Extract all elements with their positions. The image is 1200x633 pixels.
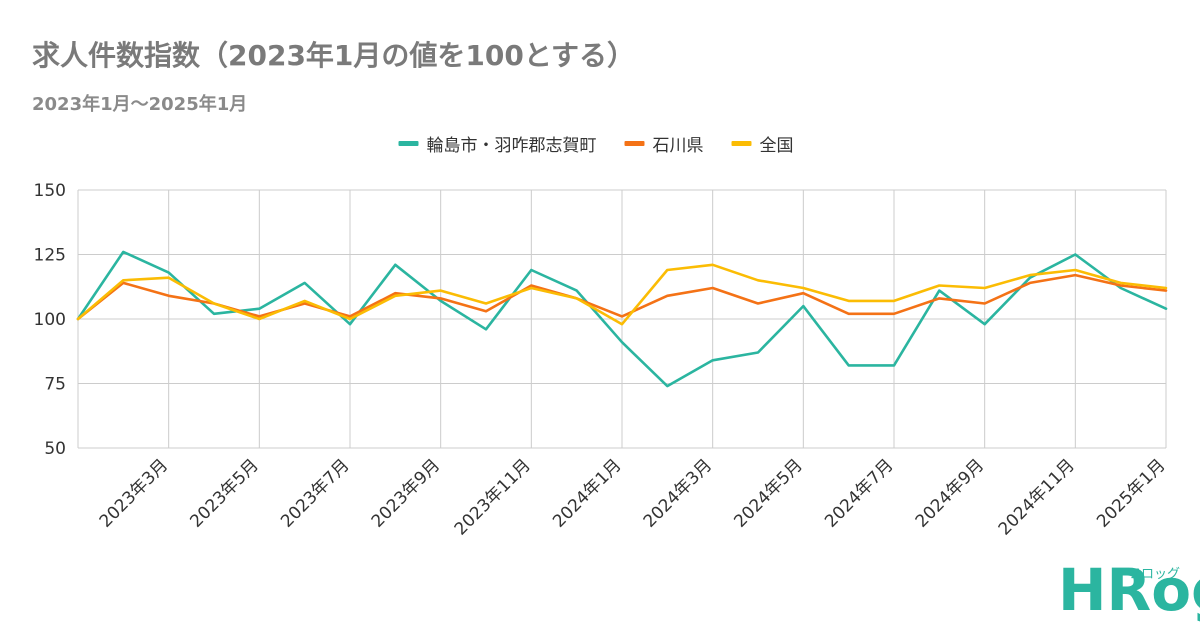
x-tick-label: 2025年1月 (1093, 455, 1169, 531)
x-tick-label: 2024年3月 (640, 455, 716, 531)
x-tick-label: 2024年5月 (730, 455, 806, 531)
x-tick-label: 2024年9月 (912, 455, 988, 531)
logo-subtext: フロッグ (1128, 567, 1180, 582)
series-line (76, 263, 1168, 326)
series-line (76, 273, 1168, 321)
x-tick-label: 2023年3月 (96, 455, 172, 531)
legend-swatch (398, 141, 419, 146)
chart-subtitle: 2023年1月〜2025年1月 (32, 94, 248, 115)
y-tick-label: 75 (44, 375, 66, 395)
x-tick-label: 2024年7月 (821, 455, 897, 531)
legend-swatch (731, 141, 752, 146)
legend: 輪島市・羽咋郡志賀町 石川県 全国 (398, 136, 794, 156)
y-tick-label: 100 (34, 310, 66, 330)
legend-label: 全国 (760, 136, 794, 156)
legend-label: 石川県 (653, 136, 704, 156)
chart-title: 求人件数指数（2023年1月の値を100とする） (32, 39, 636, 72)
x-axis: 2023年3月 2023年5月 2023年7月 2023年9月 2023年11月 2024… (96, 455, 1170, 539)
legend-swatch (624, 141, 645, 146)
x-tick-label: 2024年11月 (995, 455, 1079, 539)
x-tick-label: 2023年7月 (277, 455, 353, 531)
logo-wordmark: HRog (1058, 556, 1200, 624)
x-tick-label: 2024年1月 (549, 455, 625, 531)
x-tick-label: 2023年11月 (451, 455, 535, 539)
series-line (76, 250, 1168, 388)
grid (77, 189, 1167, 449)
legend-label: 輪島市・羽咋郡志賀町 (427, 136, 597, 156)
series-lines (76, 250, 1168, 388)
y-tick-label: 50 (44, 439, 66, 459)
x-tick-label: 2023年9月 (368, 455, 444, 531)
y-axis: 50 75 100 125 150 (34, 181, 66, 459)
x-tick-label: 2023年5月 (186, 455, 262, 531)
logo: HRogフロッグ (1058, 556, 1200, 624)
y-tick-label: 150 (34, 181, 66, 201)
y-tick-label: 125 (34, 246, 66, 266)
